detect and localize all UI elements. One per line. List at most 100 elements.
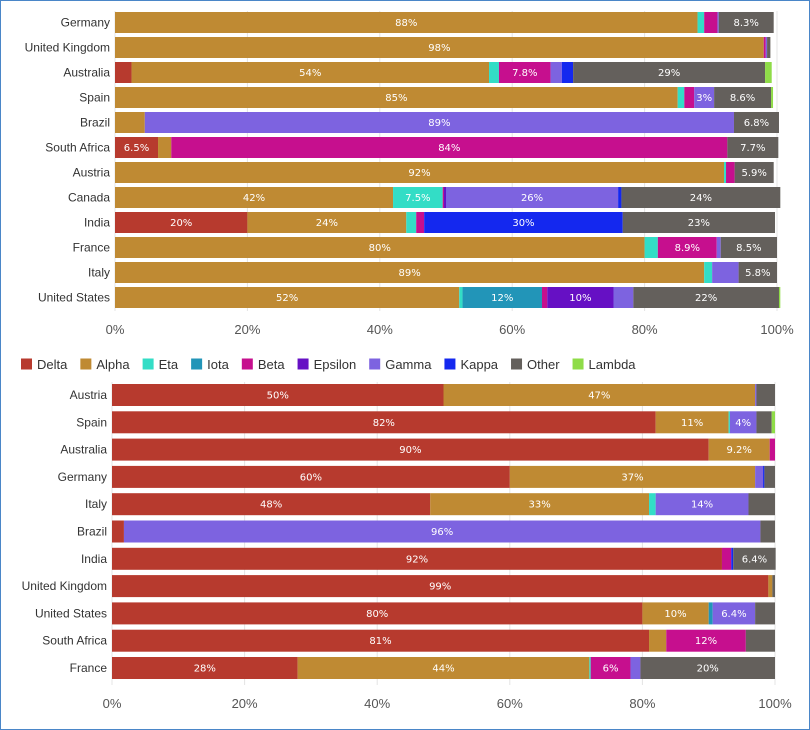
bar-segment-alpha <box>708 438 770 461</box>
data-label: 6.8% <box>744 118 769 129</box>
category-label: France <box>73 241 111 255</box>
top-chart: 0% 20% 40% 60% 80% 100% Germany 88% 8.3% United K… <box>25 11 794 337</box>
legend: Delta Alpha Eta Iota Beta Epsilon Gamma Kappa Ot… <box>21 357 636 372</box>
legend-swatch <box>241 358 253 370</box>
bar-segment-other <box>733 112 779 133</box>
bar-segment-eta <box>393 187 443 208</box>
bar-segment-alpha <box>649 629 667 652</box>
bar-segment-other <box>714 87 772 108</box>
data-label: 81% <box>369 636 391 647</box>
bar-segment-eta <box>489 62 499 83</box>
bar-row-india: India 92% 6.4% <box>81 547 776 570</box>
bar-row-france: France 80% 8.9% 8.5% <box>73 237 777 258</box>
bar-segment-delta <box>112 657 298 679</box>
bar-row-canada: Canada 42% 7.5% 26% 24% <box>68 187 781 208</box>
bar-segment-beta <box>498 62 551 83</box>
bar-segment-eta <box>459 287 463 308</box>
data-label: 80% <box>366 609 388 620</box>
data-label: 5.8% <box>745 268 770 279</box>
data-label: 3% <box>696 93 712 104</box>
legend-label: Delta <box>37 357 68 372</box>
data-label: 7.7% <box>740 143 765 154</box>
x-tick-label: 20% <box>234 322 260 337</box>
x-tick-label: 60% <box>497 696 523 711</box>
data-label: 12% <box>491 293 513 304</box>
bar-segment-gamma <box>755 384 757 406</box>
bar-row-brazil: Brazil 96% <box>77 520 775 543</box>
bar-segment-gamma <box>694 87 715 108</box>
bar-segment-other <box>772 575 775 598</box>
x-tick-label: 40% <box>364 696 390 711</box>
bar-row-united-kingdom: United Kingdom 99% <box>22 575 775 598</box>
bar-row-germany: Germany 60% 37% <box>58 465 775 488</box>
bar-segment-other <box>734 162 774 183</box>
bar-segment-alpha <box>115 262 705 283</box>
bar-segment-other <box>640 657 775 679</box>
bar-segment-lambda <box>765 62 772 83</box>
legend-swatch <box>142 358 154 370</box>
bar-segment-other <box>720 237 777 258</box>
data-label: 8.9% <box>675 243 700 254</box>
bar-segment-other <box>633 287 779 308</box>
bar-row-australia: Australia 90% 9.2% <box>60 438 775 461</box>
x-tick-label: 80% <box>629 696 655 711</box>
bar-segment-eta <box>704 262 713 283</box>
bar-segment-delta <box>112 493 431 516</box>
bar-segment-delta <box>112 629 650 652</box>
data-label: 92% <box>408 168 430 179</box>
legend-swatch <box>191 358 203 370</box>
legend-item-other: Other <box>511 357 560 372</box>
bar-segment-other <box>745 629 775 652</box>
bar-segment-iota <box>708 602 713 625</box>
bar-segment-delta <box>112 602 643 625</box>
bar-segment-alpha <box>115 287 460 308</box>
bar-row-austria: Austria 92% 5.9% <box>73 162 774 183</box>
bar-segment-alpha <box>430 493 650 516</box>
bar-segment-gamma <box>123 520 761 543</box>
bar-segment-alpha <box>768 575 773 598</box>
category-label: United Kingdom <box>22 579 107 593</box>
bar-segment-beta <box>590 657 631 679</box>
bar-segment-eta <box>644 237 658 258</box>
data-label: 6.4% <box>742 554 767 565</box>
bar-segment-beta <box>657 237 717 258</box>
bar-segment-beta <box>171 137 728 158</box>
x-tick-label: 60% <box>499 322 525 337</box>
legend-label: Other <box>527 357 560 372</box>
category-label: Brazil <box>80 116 110 130</box>
bar-segment-gamma <box>630 657 641 679</box>
bar-row-spain: Spain 82% 11% 4% <box>76 411 775 434</box>
bar-segment-eta <box>589 657 591 679</box>
bar-segment-gamma <box>729 411 757 434</box>
bar-segment-delta <box>115 137 159 158</box>
data-label: 6.5% <box>124 143 149 154</box>
data-label: 85% <box>385 93 407 104</box>
bar-segment-other <box>718 12 774 33</box>
bar-segment-gamma <box>716 237 721 258</box>
bar-segment-beta <box>763 37 766 58</box>
bar-row-united-states: United States 80% 10% 6.4% <box>35 602 775 625</box>
bar-segment-other <box>622 212 776 233</box>
bar-segment-delta <box>112 520 124 543</box>
data-label: 80% <box>369 243 391 254</box>
legend-item-kappa: Kappa <box>444 357 499 372</box>
data-label: 84% <box>438 143 460 154</box>
bar-segment-gamma <box>712 262 739 283</box>
bar-segment-alpha <box>297 657 590 679</box>
bar-row-united-kingdom: United Kingdom 98% <box>25 37 771 58</box>
data-label: 20% <box>697 664 719 675</box>
category-label: United States <box>35 606 107 620</box>
bar-segment-other <box>621 187 781 208</box>
data-label: 10% <box>569 293 591 304</box>
bar-segment-alpha <box>115 187 394 208</box>
data-label: 8.6% <box>730 93 755 104</box>
data-label: 54% <box>299 68 321 79</box>
legend-label: Kappa <box>460 357 498 372</box>
legend-item-gamma: Gamma <box>369 357 432 372</box>
data-label: 24% <box>690 193 712 204</box>
data-label: 28% <box>194 664 216 675</box>
bar-row-spain: Spain 85% 3% 8.6% <box>79 87 774 108</box>
bar-segment-other <box>767 37 771 58</box>
bar-segment-iota <box>462 287 542 308</box>
bar-segment-alpha <box>158 137 172 158</box>
